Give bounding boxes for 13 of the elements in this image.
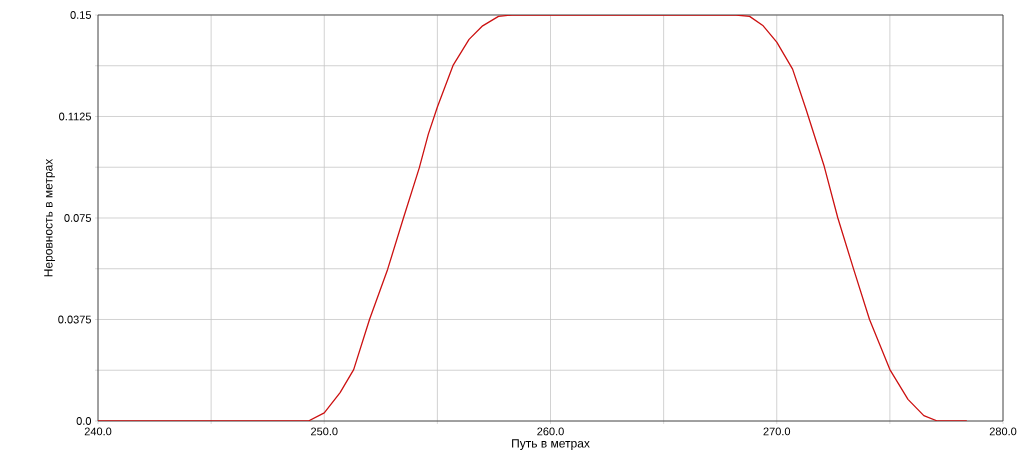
y-tick-label: 0.075 bbox=[64, 214, 91, 222]
x-tick-label: 260.0 bbox=[537, 427, 564, 436]
y-tick-label: 0.15 bbox=[70, 11, 91, 19]
x-tick-label: 280.0 bbox=[989, 427, 1017, 436]
y-tick-label: 0.0375 bbox=[58, 315, 91, 324]
y-tick-label: 0.0 bbox=[76, 417, 92, 425]
x-axis-title: Путь в метрах bbox=[512, 439, 590, 450]
x-tick-label: 250.0 bbox=[311, 427, 338, 436]
y-axis-title: Неровность в метрах bbox=[44, 158, 55, 277]
line-series bbox=[98, 15, 968, 421]
y-tick-label: 0.1125 bbox=[59, 112, 91, 121]
x-tick-label: 270.0 bbox=[763, 427, 791, 436]
x-tick-label: 240.0 bbox=[84, 427, 112, 436]
